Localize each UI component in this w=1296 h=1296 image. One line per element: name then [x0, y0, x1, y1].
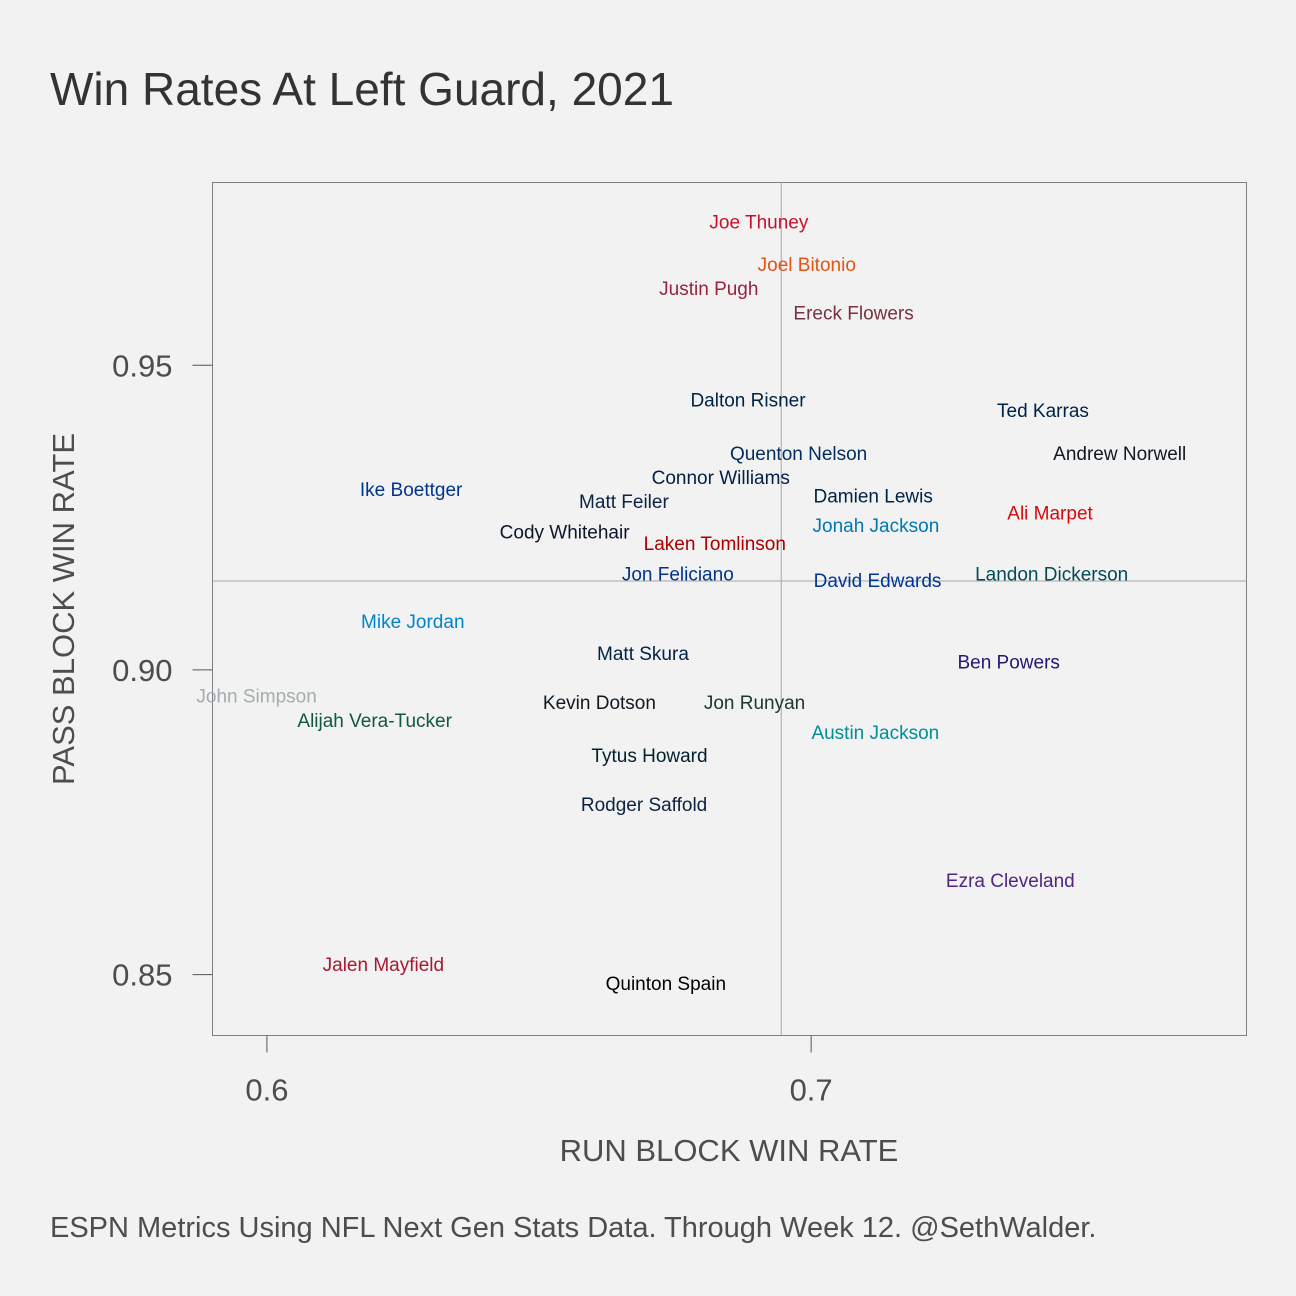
player-label: Jalen Mayfield: [323, 955, 444, 976]
player-label: Ben Powers: [957, 652, 1059, 673]
x-tick-label: 0.7: [790, 1073, 833, 1108]
player-label: Connor Williams: [652, 468, 790, 489]
reference-lines: [212, 182, 1247, 1036]
player-label: Ezra Cleveland: [946, 871, 1075, 892]
y-tick-label: 0.85: [112, 958, 172, 993]
chart-caption: ESPN Metrics Using NFL Next Gen Stats Da…: [50, 1212, 1097, 1244]
player-label: Laken Tomlinson: [644, 534, 786, 555]
y-tick-label: 0.95: [112, 348, 172, 383]
player-label: Joe Thuney: [709, 212, 808, 233]
player-label: Jonah Jackson: [813, 516, 940, 537]
y-axis: 0.85 0.90 0.95: [112, 348, 213, 993]
player-label: Landon Dickerson: [975, 565, 1128, 586]
x-axis: 0.6 0.7: [245, 1035, 833, 1108]
player-label: Ali Marpet: [1007, 504, 1093, 525]
y-axis-title: PASS BLOCK WIN RATE: [46, 433, 81, 785]
player-label: Andrew Norwell: [1053, 444, 1186, 465]
plot-frame: [212, 182, 1247, 1036]
player-label: Quenton Nelson: [730, 444, 867, 465]
player-label: Ike Boettger: [360, 480, 463, 501]
player-label: Mike Jordan: [361, 612, 465, 633]
player-label: Alijah Vera-Tucker: [297, 711, 452, 732]
player-label: David Edwards: [814, 571, 942, 592]
player-label: Matt Skura: [597, 644, 689, 665]
player-label: Jon Feliciano: [622, 565, 734, 586]
player-label: Quinton Spain: [606, 974, 726, 995]
player-label: Joel Bitonio: [758, 255, 856, 276]
player-label: Ereck Flowers: [793, 303, 913, 324]
player-label: Tytus Howard: [591, 746, 707, 767]
player-label: Jon Runyan: [704, 693, 805, 714]
player-label: Damien Lewis: [814, 487, 933, 508]
player-label: Kevin Dotson: [543, 693, 656, 714]
player-label: Dalton Risner: [690, 390, 806, 411]
player-label: John Simpson: [196, 687, 316, 708]
x-axis-title: RUN BLOCK WIN RATE: [560, 1133, 899, 1168]
player-label: Justin Pugh: [659, 279, 758, 300]
player-label: Matt Feiler: [579, 492, 669, 513]
player-label: Cody Whitehair: [500, 523, 631, 544]
player-label: Rodger Saffold: [581, 795, 707, 816]
player-label: Austin Jackson: [811, 723, 939, 744]
chart-title: Win Rates At Left Guard, 2021: [50, 63, 674, 115]
player-label: Ted Karras: [997, 401, 1089, 422]
y-tick-label: 0.90: [112, 653, 172, 688]
x-tick-label: 0.6: [245, 1073, 288, 1108]
